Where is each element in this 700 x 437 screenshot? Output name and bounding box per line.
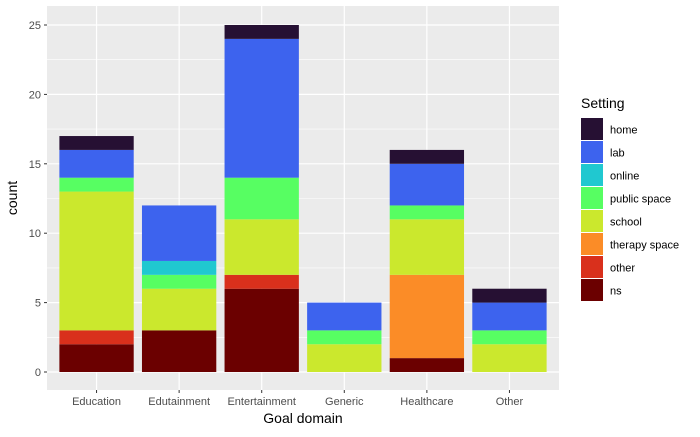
bar-segment-ns (59, 344, 134, 372)
bar-segment-public-space (389, 205, 465, 220)
bar-segment-public-space (224, 177, 299, 220)
legend-label: lab (610, 148, 625, 160)
legend-swatch (581, 187, 603, 209)
y-tick-label: 20 (29, 89, 41, 101)
legend-label: school (610, 217, 642, 229)
legend-swatch (581, 233, 603, 255)
legend-label: other (610, 263, 635, 275)
y-tick-label: 10 (29, 228, 41, 240)
legend-swatch (581, 118, 603, 140)
y-tick-label: 15 (29, 159, 41, 171)
bar-segment-other (59, 330, 134, 345)
bar-segment-other (224, 274, 299, 289)
legend-label: ns (610, 286, 622, 298)
x-tick-label: Generic (325, 396, 364, 408)
bar-segment-home (472, 288, 547, 303)
x-tick-label: Entertainment (227, 396, 295, 408)
bar-segment-lab (472, 302, 547, 331)
legend-swatch (581, 210, 603, 232)
bar-segment-public-space (307, 330, 382, 345)
bar-segment-ns (141, 330, 217, 372)
bar-segment-school (307, 344, 382, 372)
bar-segment-lab (224, 38, 299, 178)
legend-label: therapy space (610, 240, 679, 252)
x-tick-label: Edutainment (148, 396, 210, 408)
bar-segment-public-space (141, 274, 217, 289)
bar-segment-ns (224, 288, 299, 372)
bar-segment-school (141, 288, 217, 331)
legend-label: online (610, 171, 639, 183)
y-tick-label: 5 (35, 298, 41, 310)
x-axis: Education Edutainment Entertainment Generic… (72, 390, 524, 408)
x-axis-title: Goal domain (263, 410, 342, 426)
bar-segment-school (59, 191, 134, 331)
legend: Setting home lab online public space school t… (581, 95, 679, 301)
legend-title: Setting (581, 95, 625, 111)
legend-swatch (581, 279, 603, 301)
legend-label: home (610, 125, 638, 137)
bar-segment-lab (307, 302, 382, 331)
legend-swatch (581, 256, 603, 278)
x-tick-label: Other (496, 396, 524, 408)
bar-segment-public-space (59, 177, 134, 192)
x-tick-label: Education (72, 396, 121, 408)
legend-swatch (581, 141, 603, 163)
y-axis-title: count (4, 181, 20, 215)
bar-segment-school (224, 219, 299, 275)
bar-segment-school (472, 344, 547, 372)
bar-segment-lab (141, 205, 217, 261)
legend-swatch (581, 164, 603, 186)
bar-segment-online (141, 260, 217, 275)
bars (59, 25, 547, 372)
bar-segment-ns (389, 358, 465, 372)
bar-segment-home (389, 149, 465, 164)
y-tick-label: 0 (35, 367, 41, 379)
bar-segment-home (59, 136, 134, 150)
bar-segment-school (389, 219, 465, 275)
y-axis: 0 5 10 15 20 25 (29, 20, 47, 379)
bar-segment-lab (59, 149, 134, 178)
bar-segment-lab (389, 163, 465, 206)
y-tick-label: 25 (29, 20, 41, 32)
bar-segment-therapy-space (389, 274, 465, 359)
x-tick-label: Healthcare (400, 396, 453, 408)
bar-segment-home (224, 25, 299, 39)
bar-segment-public-space (472, 330, 547, 345)
legend-label: public space (610, 194, 671, 206)
